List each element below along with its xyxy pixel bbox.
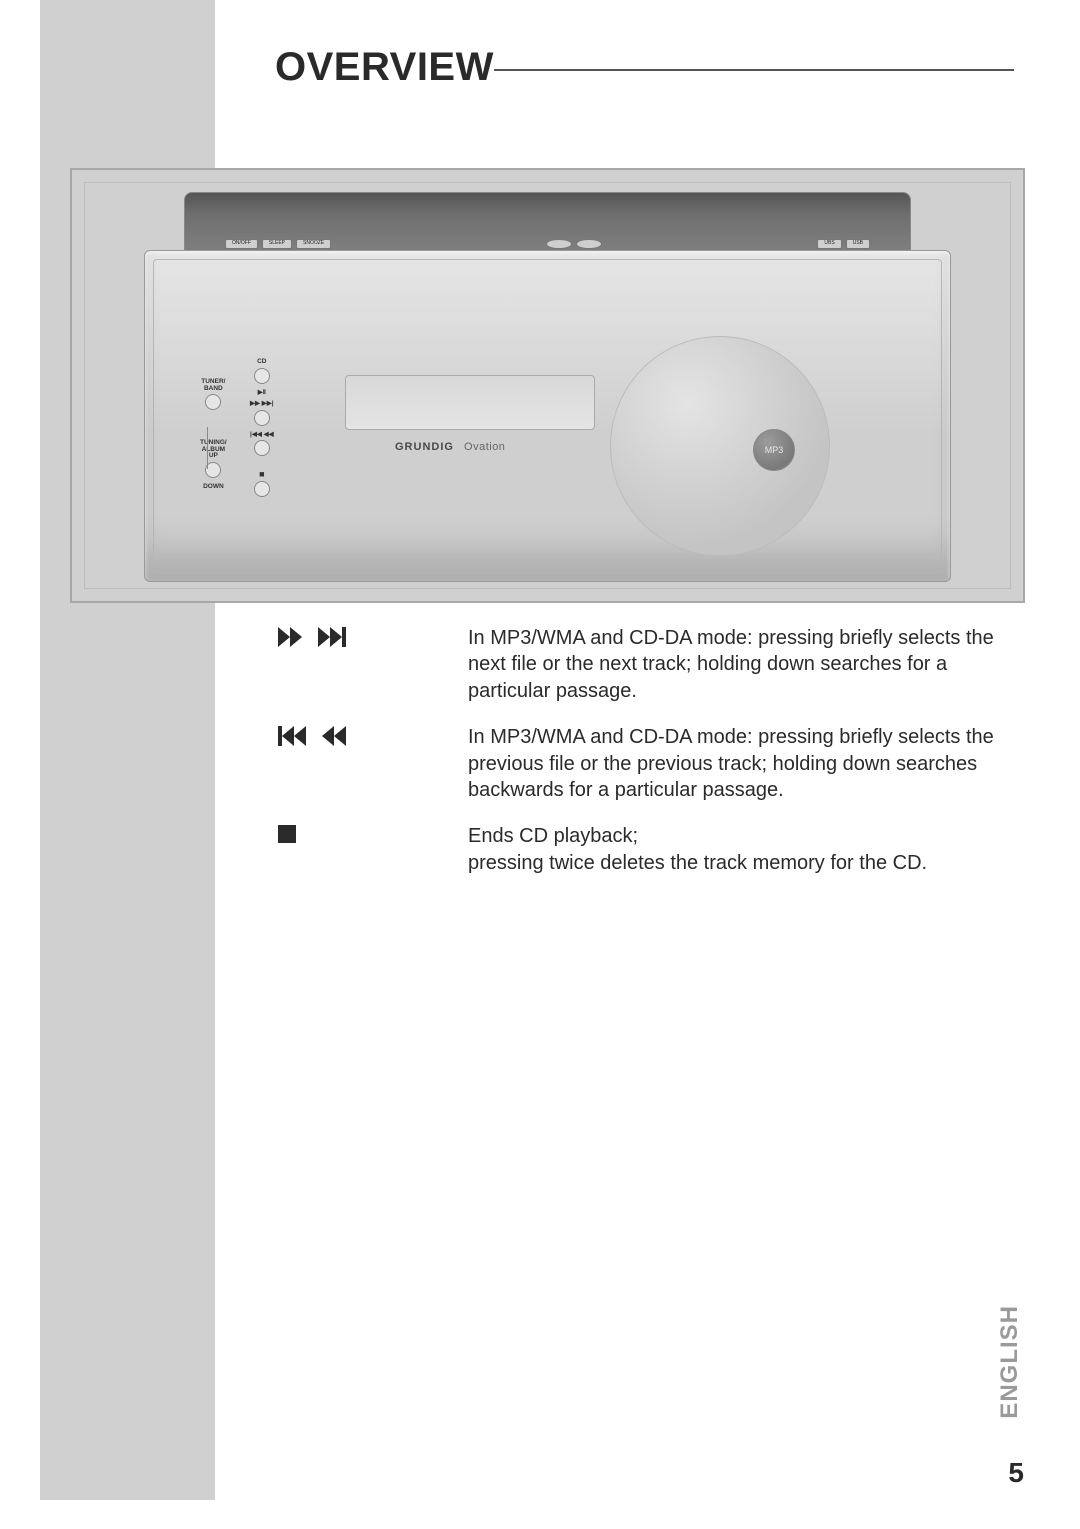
hw-btn-prev <box>254 440 270 456</box>
symbol-stop-icon <box>278 823 468 876</box>
tuning-up-down-line <box>207 427 208 469</box>
hw-btn-next <box>254 410 270 426</box>
top-btn-onoff: ON/OFF <box>225 239 258 249</box>
desc-text-stop: Ends CD playback;pressing twice deletes … <box>468 823 1010 876</box>
hw-btn-cd <box>254 368 270 384</box>
desc-text-prev: In MP3/WMA and CD-DA mode: pressing brie… <box>468 724 1010 803</box>
desc-text-fwd: In MP3/WMA and CD-DA mode: pressing brie… <box>468 625 1010 704</box>
label-play-pause: ▶Ⅱ <box>250 390 274 397</box>
device-top-lid: ON/OFF SLEEP SNOOZE UBS USB <box>184 192 911 254</box>
mp3-badge-label: MP3 <box>765 445 784 455</box>
desc-row-prev: In MP3/WMA and CD-DA mode: pressing brie… <box>278 724 1010 803</box>
figure-frame: ON/OFF SLEEP SNOOZE UBS USB <box>70 168 1025 603</box>
hw-btn-stop <box>254 481 270 497</box>
label-next-fwd: ▶▶ ▶▶| <box>250 401 274 408</box>
cd-dome <box>610 336 830 556</box>
figure-inner: ON/OFF SLEEP SNOOZE UBS USB <box>84 182 1011 589</box>
label-tuner-band: TUNER/BAND <box>200 379 227 392</box>
device-illustration: ON/OFF SLEEP SNOOZE UBS USB <box>144 192 951 582</box>
page-title: OVERVIEW <box>275 45 494 90</box>
top-btn-snooze: SNOOZE <box>296 239 331 249</box>
symbol-prev-rew-icon <box>278 724 468 803</box>
hw-btn-tuner-band <box>205 394 221 410</box>
label-down: DOWN <box>200 484 227 491</box>
label-stop: ■ <box>250 470 274 479</box>
description-list: In MP3/WMA and CD-DA mode: pressing brie… <box>278 625 1010 896</box>
button-column-right: CD ▶Ⅱ ▶▶ ▶▶| |◀◀ ◀◀ ■ <box>250 359 274 503</box>
mp3-badge: MP3 <box>753 429 795 471</box>
top-oval-right <box>576 239 602 249</box>
top-btn-ubs: UBS <box>817 239 841 249</box>
top-oval-left <box>546 239 572 249</box>
top-btn-sleep: SLEEP <box>262 239 292 249</box>
symbol-fwd-next-icon <box>278 625 468 704</box>
brand-row: GRUNDIG Ovation <box>395 441 505 453</box>
device-display <box>345 375 595 430</box>
title-row: OVERVIEW <box>275 45 1020 90</box>
label-prev-rew: |◀◀ ◀◀ <box>250 432 274 439</box>
device-top-buttons: ON/OFF SLEEP SNOOZE UBS USB <box>185 239 910 249</box>
brand-label: GRUNDIG <box>395 441 454 453</box>
top-btn-usb: USB <box>846 239 870 249</box>
device-face: GRUNDIG Ovation MP3 TUNER/BAND TUNING/AL… <box>144 250 951 582</box>
model-label: Ovation <box>464 441 505 453</box>
page-number: 5 <box>1008 1457 1024 1489</box>
desc-row-stop: Ends CD playback;pressing twice deletes … <box>278 823 1010 876</box>
title-rule <box>494 69 1014 71</box>
button-column-left: TUNER/BAND TUNING/ALBUMUP DOWN <box>200 379 227 491</box>
label-cd: CD <box>250 359 274 366</box>
language-tab: ENGLISH <box>996 1305 1024 1419</box>
desc-row-fwd: In MP3/WMA and CD-DA mode: pressing brie… <box>278 625 1010 704</box>
label-tuning-album-up: TUNING/ALBUMUP <box>200 440 227 460</box>
